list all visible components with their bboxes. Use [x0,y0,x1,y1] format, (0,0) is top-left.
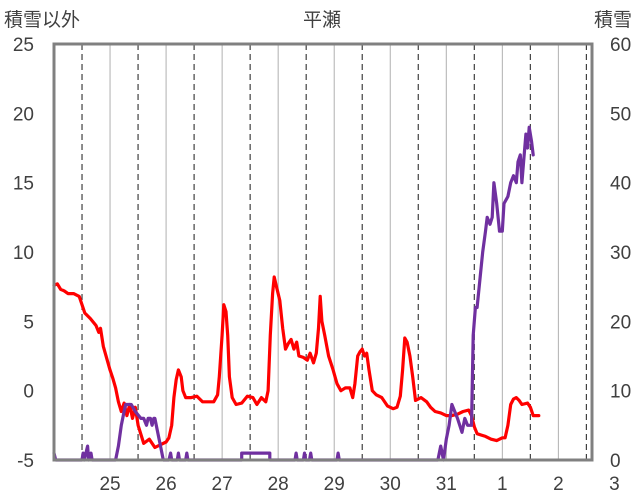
series-layer [52,125,541,462]
x-tick-label: 25 [99,474,120,495]
right-y-tick-label: 0 [610,451,621,472]
x-tick-label: 30 [380,474,401,495]
right-y-tick-label: 40 [610,174,631,195]
series-line-snow-depth [52,125,535,462]
x-tick-label: 29 [324,474,345,495]
left-y-tick-label: -5 [17,451,34,472]
left-y-axis: 25 20 15 10 5 0 -5 [13,35,34,472]
right-y-tick-label: 20 [610,312,631,333]
grid-lines [81,44,587,460]
left-y-tick-label: 5 [23,312,34,333]
left-y-tick-label: 15 [13,174,34,195]
right-y-tick-label: 10 [610,382,631,403]
right-y-tick-label: 30 [610,243,631,264]
x-tick-label: 2 [553,474,564,495]
left-y-tick-label: 10 [13,243,34,264]
chart-title: 平瀬 [303,9,341,31]
left-y-tick-label: 20 [13,104,34,125]
x-tick-label: 26 [156,474,177,495]
left-y-tick-label: 25 [13,35,34,56]
x-tick-label: 3 [609,474,620,495]
left-axis-label: 積雪以外 [4,9,80,31]
x-tick-label: 27 [212,474,233,495]
right-axis-label: 積雪 [594,9,632,31]
x-tick-label: 28 [268,474,289,495]
right-y-tick-label: 60 [610,35,631,56]
x-axis: 25 26 27 28 29 30 31 1 2 3 [99,474,619,495]
right-y-axis: 60 50 40 30 20 10 0 [610,35,631,472]
right-y-tick-label: 50 [610,104,631,125]
x-tick-label: 31 [436,474,457,495]
plot-frame [52,42,594,462]
left-y-tick-label: 0 [23,382,34,403]
x-tick-label: 1 [497,474,508,495]
